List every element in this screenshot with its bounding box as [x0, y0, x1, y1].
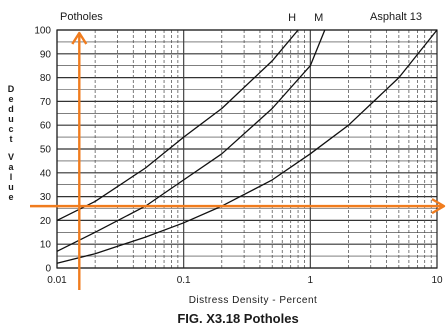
figure-caption: FIG. X3.18 Potholes	[177, 311, 298, 326]
y-tick-label: 90	[40, 49, 52, 60]
horizontal-arrow-head	[431, 198, 446, 215]
y-axis-label-letter: l	[10, 172, 13, 182]
orange-annotation-arrows	[30, 31, 446, 290]
y-tick-label: 10	[40, 240, 52, 251]
y-tick-label: 100	[34, 26, 51, 37]
plot-frame	[56, 29, 438, 269]
y-axis-label-letter: e	[8, 192, 13, 202]
y-axis-label-letter: d	[8, 104, 14, 114]
y-axis-label-letter: a	[8, 162, 14, 172]
y-tick-label: 20	[40, 216, 52, 227]
y-tick-label: 40	[40, 168, 52, 179]
y-axis-label-letter: u	[8, 114, 14, 124]
series-line-h	[56, 29, 299, 221]
y-tick-label: 80	[40, 73, 52, 84]
x-axis-label: Distress Density - Percent	[189, 295, 318, 306]
vertical-arrow-head	[71, 31, 88, 45]
series-line-m	[56, 29, 326, 252]
y-axis-label-letter: V	[8, 152, 14, 162]
y-axis-label-letter: c	[8, 124, 13, 134]
y-tick-label: 50	[40, 145, 52, 156]
y-axis-label-letter: D	[8, 84, 15, 94]
y-tick-label: 70	[40, 97, 52, 108]
y-tick-label: 60	[40, 121, 52, 132]
chart-subtitle: Asphalt 13	[370, 11, 422, 23]
y-tick-label: 30	[40, 192, 52, 203]
series-label-m: M	[314, 12, 323, 24]
x-tick-label: 1	[308, 275, 314, 286]
y-axis-label-letter: e	[8, 94, 13, 104]
grid	[56, 29, 437, 269]
y-axis-label-letter: t	[10, 134, 13, 144]
chart-title: Potholes	[60, 11, 103, 23]
y-axis-label-letter: u	[8, 182, 14, 192]
y-tick-label: 0	[45, 264, 51, 275]
x-tick-label: 0.01	[47, 275, 67, 286]
series-line-unlabeled	[56, 29, 438, 264]
x-tick-label: 10	[431, 275, 443, 286]
series-label-h: H	[288, 12, 296, 24]
x-tick-label: 0.1	[177, 275, 191, 286]
tick-labels: 0 10 20 30 40 50 60 70 80 90 100 0.01 0.1 1 10	[34, 26, 443, 287]
